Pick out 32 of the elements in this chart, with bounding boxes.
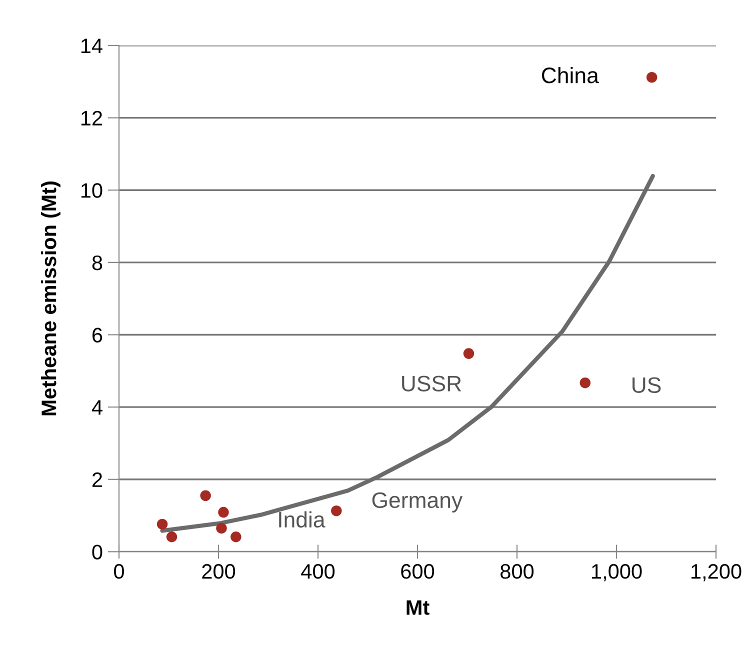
x-tick-label: 600 — [401, 564, 434, 579]
x-tick-label: 1,200 — [692, 564, 742, 582]
point — [156, 518, 168, 530]
point — [331, 505, 342, 516]
point — [230, 531, 242, 542]
y-tick-label: 14 — [81, 38, 102, 54]
x-tick-label: 400 — [301, 564, 335, 579]
y-axis-title: Metheane emission (Mt) — [40, 182, 60, 416]
x-tick-label: 200 — [202, 564, 236, 579]
annotation: USSR — [402, 376, 462, 392]
annotation: India — [279, 511, 326, 528]
y-tick-label: 10 — [81, 183, 102, 198]
point — [463, 348, 474, 359]
annotation: China — [542, 66, 599, 84]
point — [580, 377, 591, 388]
annotation: US — [632, 377, 661, 393]
point — [166, 531, 178, 542]
y-tick-label: 0 — [92, 544, 102, 560]
y-tick-label: 6 — [92, 328, 102, 343]
point — [200, 490, 211, 502]
point — [218, 506, 229, 518]
point — [216, 522, 227, 534]
x-tick-label: 1,000 — [592, 564, 642, 582]
point — [646, 72, 658, 83]
x-tick-label: 800 — [500, 564, 534, 579]
x-axis-title: Mt — [406, 600, 430, 615]
y-tick-label: 12 — [81, 110, 102, 126]
x-tick-label: 0 — [114, 564, 124, 579]
annotation: Germany — [372, 492, 463, 512]
y-tick-label: 2 — [92, 472, 102, 487]
y-tick-label: 4 — [92, 400, 102, 415]
y-tick-label: 8 — [92, 255, 102, 270]
